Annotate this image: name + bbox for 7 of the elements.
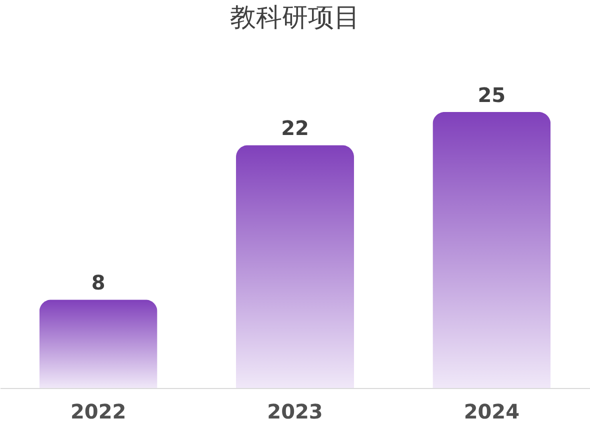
x-tick-label: 2022 xyxy=(70,400,126,424)
x-tick-label: 2023 xyxy=(267,400,323,424)
data-label: 8 xyxy=(91,270,106,295)
data-label: 22 xyxy=(281,116,309,140)
data-label: 25 xyxy=(478,83,506,107)
chart-title: 教科研项目 xyxy=(230,3,360,33)
x-tick-label: 2024 xyxy=(464,400,520,424)
